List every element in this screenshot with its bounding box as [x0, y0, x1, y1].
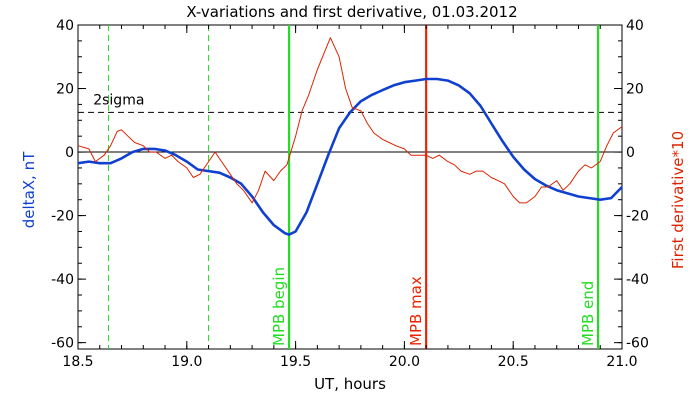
- x-tick-label: 19.5: [280, 354, 311, 370]
- y-tick-label-left: -60: [51, 336, 74, 352]
- vline-label-4: MPB end: [579, 281, 597, 346]
- y-tick-label-left: -40: [51, 272, 74, 288]
- y-tick-label-left: -20: [51, 209, 74, 225]
- y-tick-label-right: -40: [626, 272, 649, 288]
- series-deltaX-line: [77, 77, 623, 236]
- y-tick-label-right: 40: [626, 18, 644, 34]
- y-tick-label-right: -20: [626, 209, 649, 225]
- plot-frame: [77, 24, 623, 350]
- y-tick-label-left: 0: [65, 145, 74, 161]
- x-tick-label: 18.5: [62, 354, 93, 370]
- y-axis-left-title: deltaX, nT: [20, 151, 38, 228]
- x-tick-label: 21.0: [606, 354, 637, 370]
- x-tick-label: 20.5: [498, 354, 529, 370]
- y-tick-label-left: 40: [56, 18, 74, 34]
- vline-label-3: MPB max: [407, 276, 425, 346]
- y-tick-label-right: 0: [626, 145, 635, 161]
- threshold-label: 2sigma: [93, 92, 144, 108]
- chart-title: X-variations and first derivative, 01.03…: [186, 3, 517, 21]
- vline-label-2: MPB begin: [270, 267, 288, 346]
- x-tick-label: 20.0: [389, 354, 420, 370]
- series-derivative-line: [77, 37, 623, 204]
- y-tick-label-right: 20: [626, 82, 644, 98]
- y-tick-label-right: -60: [626, 336, 649, 352]
- y-axis-right-title: First derivative*10: [669, 131, 687, 269]
- x-axis-title: UT, hours: [314, 375, 386, 393]
- x-tick-label: 19.0: [171, 354, 202, 370]
- y-tick-label-left: 20: [56, 82, 74, 98]
